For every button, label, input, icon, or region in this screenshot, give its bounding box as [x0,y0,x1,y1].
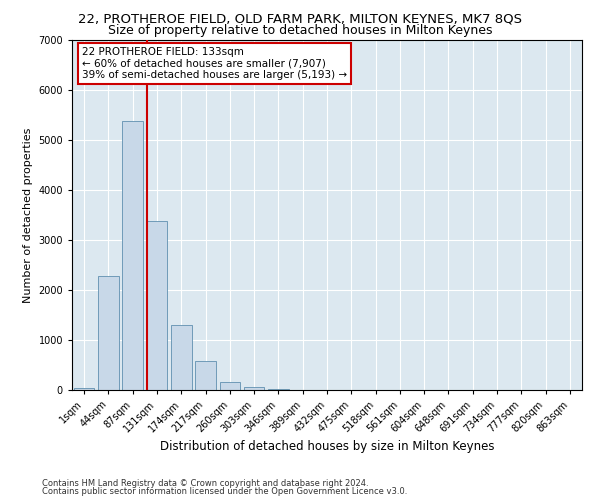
Bar [171,324,191,390]
Bar [195,360,216,390]
Bar [122,121,143,390]
Bar [244,387,265,390]
Bar [220,382,240,390]
X-axis label: Distribution of detached houses by size in Milton Keynes: Distribution of detached houses by size … [160,440,494,452]
Text: Contains public sector information licensed under the Open Government Licence v3: Contains public sector information licen… [42,487,407,496]
Y-axis label: Number of detached properties: Number of detached properties [23,128,33,302]
Text: 22 PROTHEROE FIELD: 133sqm
← 60% of detached houses are smaller (7,907)
39% of s: 22 PROTHEROE FIELD: 133sqm ← 60% of deta… [82,47,347,80]
Bar [146,221,167,390]
Text: Contains HM Land Registry data © Crown copyright and database right 2024.: Contains HM Land Registry data © Crown c… [42,478,368,488]
Text: 22, PROTHEROE FIELD, OLD FARM PARK, MILTON KEYNES, MK7 8QS: 22, PROTHEROE FIELD, OLD FARM PARK, MILT… [78,12,522,26]
Bar [268,389,289,390]
Text: Size of property relative to detached houses in Milton Keynes: Size of property relative to detached ho… [108,24,492,37]
Bar [98,276,119,390]
Bar [74,388,94,390]
